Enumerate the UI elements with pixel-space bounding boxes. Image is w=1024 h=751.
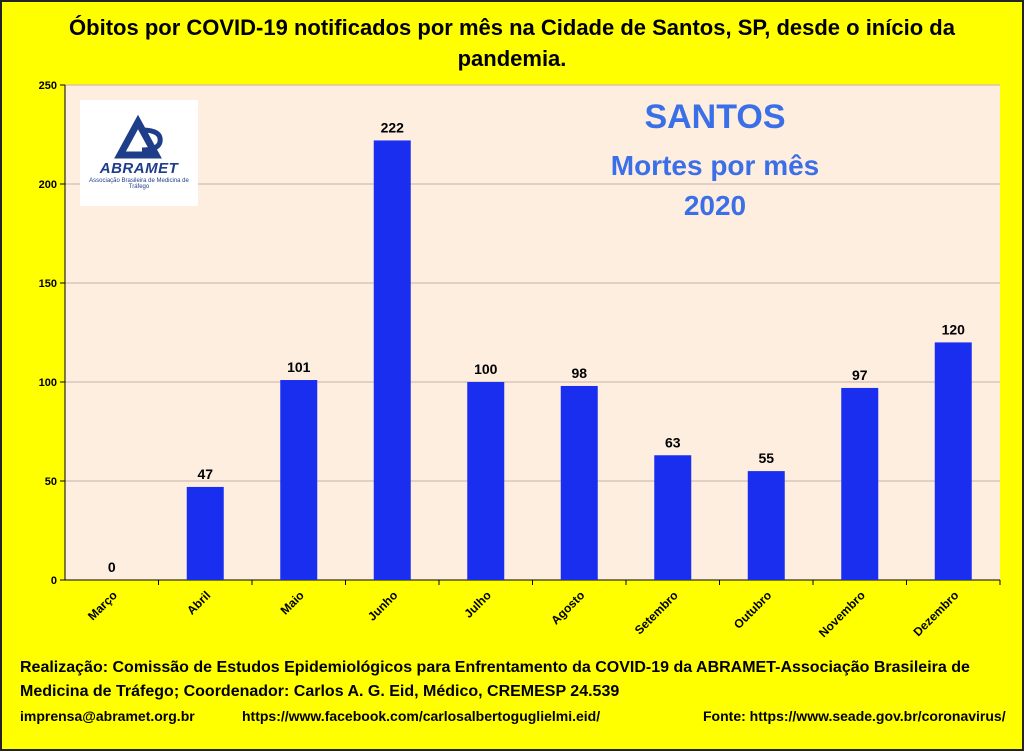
y-tick-label: 100 <box>39 377 57 389</box>
x-tick-label: Outubro <box>731 588 774 631</box>
x-tick-label: Novembro <box>816 588 868 640</box>
data-label: 97 <box>852 367 868 383</box>
x-tick-label: Julho <box>461 588 494 621</box>
y-tick-label: 150 <box>39 278 57 290</box>
overlay-year: 2020 <box>683 190 747 221</box>
data-label: 222 <box>381 119 405 135</box>
overlay-city: SANTOS <box>644 98 786 136</box>
y-tick-label: 0 <box>51 575 57 587</box>
bar <box>373 140 411 580</box>
abramet-logo: ABRAMET Associação Brasileira de Medicin… <box>80 100 198 206</box>
footer-email: imprensa@abramet.org.br <box>20 708 195 724</box>
footer-source: Fonte: https://www.seade.gov.br/coronavi… <box>703 708 1006 724</box>
logo-name: ABRAMET <box>99 160 179 177</box>
x-tick-label: Maio <box>278 588 307 617</box>
data-label: 98 <box>571 365 587 381</box>
bar <box>747 471 785 580</box>
overlay-subtitle: Mortes por mês <box>610 150 820 181</box>
data-label: 120 <box>942 321 966 337</box>
bar <box>560 385 598 580</box>
logo-subtitle: Associação Brasileira de Medicina de Trá… <box>89 178 189 190</box>
y-tick-label: 200 <box>39 179 57 191</box>
footer-credits-line1: Realização: Comissão de Estudos Epidemio… <box>20 659 970 676</box>
footer-facebook: https://www.facebook.com/carlosalbertogu… <box>242 708 601 724</box>
bar <box>654 455 692 580</box>
data-label: 47 <box>197 466 213 482</box>
x-tick-label: Março <box>85 588 120 623</box>
bar <box>467 382 505 580</box>
abramet-logo-icon <box>114 114 163 159</box>
x-tick-label: Abril <box>184 588 213 617</box>
x-tick-label: Dezembro <box>910 588 961 639</box>
x-tick-label: Setembro <box>632 588 681 637</box>
bar <box>280 380 318 580</box>
data-label: 0 <box>108 559 116 575</box>
data-label: 101 <box>287 359 311 375</box>
bar <box>934 342 972 580</box>
data-label: 63 <box>665 434 681 450</box>
bar <box>186 486 224 580</box>
chart-title: Óbitos por COVID-19 notificados por mês … <box>69 15 955 71</box>
data-label: 55 <box>758 450 774 466</box>
y-tick-label: 50 <box>45 476 57 488</box>
y-tick-label: 250 <box>39 80 57 92</box>
footer-credits-line2: Medicina de Tráfego; Coordenador: Carlos… <box>20 683 620 700</box>
x-tick-label: Agosto <box>548 588 587 627</box>
data-label: 100 <box>474 361 498 377</box>
x-tick-label: Junho <box>365 588 400 623</box>
bar <box>841 387 879 580</box>
